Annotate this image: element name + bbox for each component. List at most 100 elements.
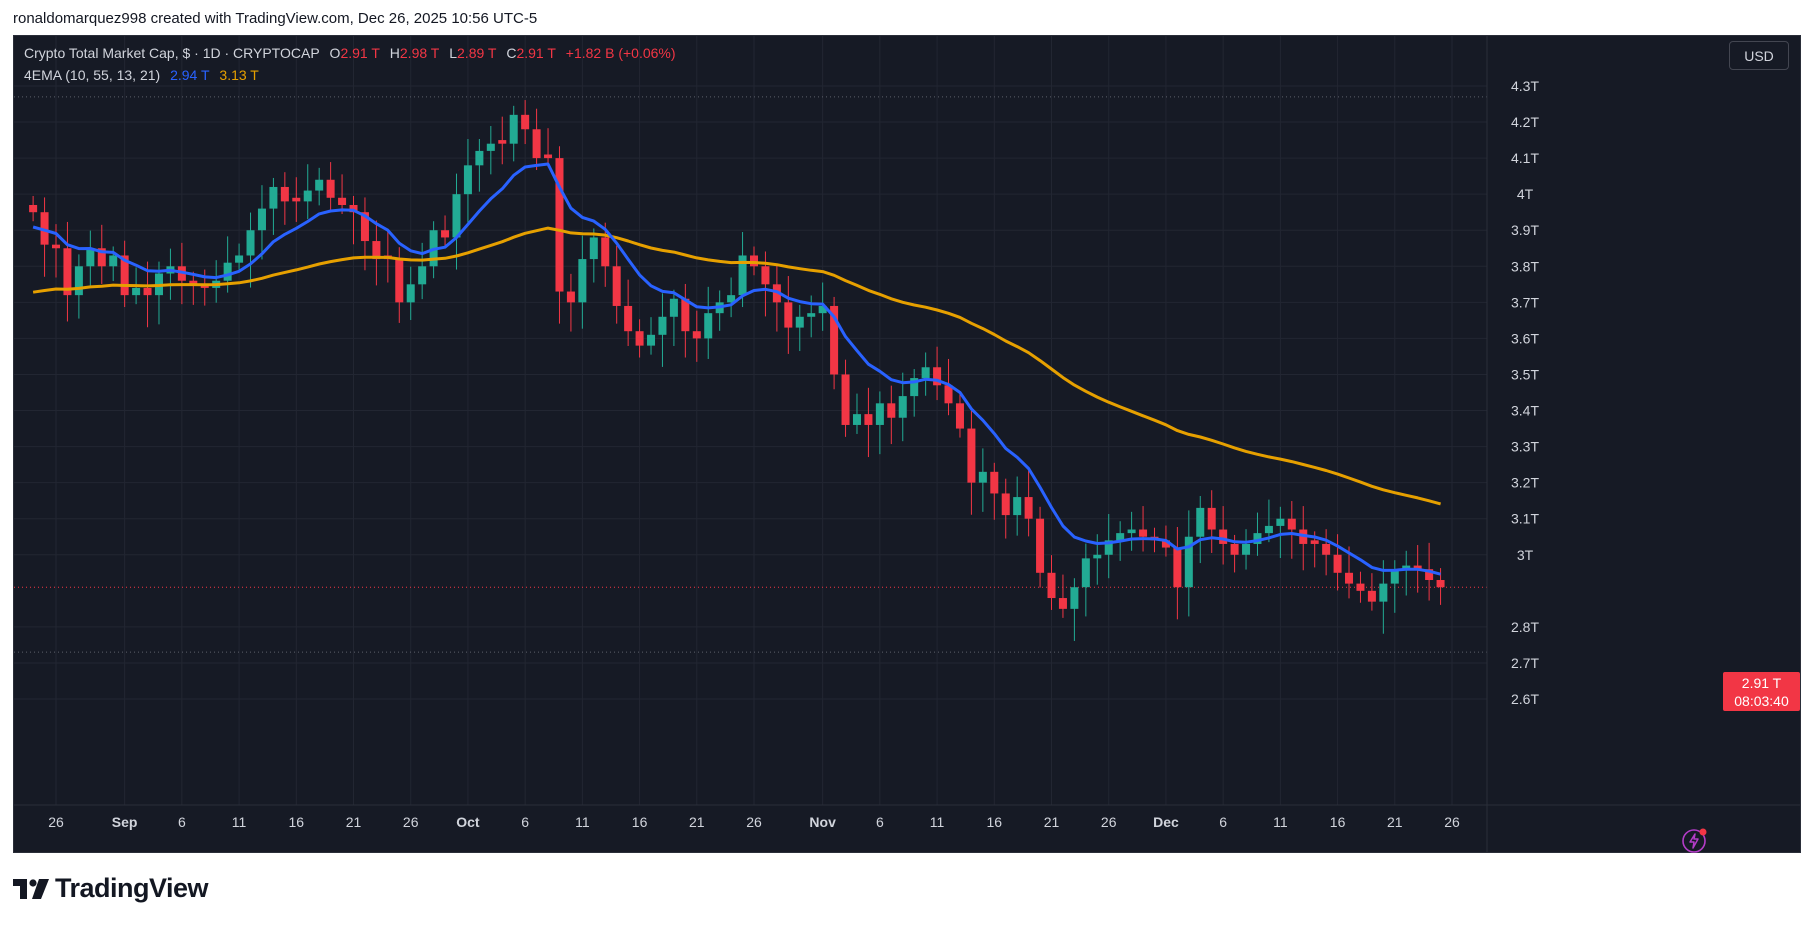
candle-body: [978, 471, 987, 483]
candle-body: [1402, 565, 1411, 570]
candle-body: [372, 241, 381, 260]
time-tick-label: Dec: [1153, 814, 1179, 830]
time-tick-label: 21: [346, 814, 362, 830]
candle-body: [1379, 583, 1388, 602]
candle-body: [669, 298, 678, 317]
price-tick-label: 3.2T: [1511, 475, 1539, 491]
candle-body: [955, 403, 964, 429]
time-tick-label: Sep: [112, 814, 138, 830]
time-tick-label: Nov: [809, 814, 836, 830]
candle-body: [795, 316, 804, 328]
candle-body: [1104, 540, 1113, 555]
indicator-legend[interactable]: 4EMA (10, 55, 13, 21) 2.94 T 3.13 T: [24, 67, 259, 83]
time-tick-label: 16: [289, 814, 305, 830]
candle-body: [830, 305, 839, 375]
time-tick-label: 6: [1219, 814, 1227, 830]
symbol-legend[interactable]: Crypto Total Market Cap, $ · 1D · CRYPTO…: [24, 45, 676, 61]
candle-body: [1253, 533, 1262, 544]
candle-body: [1173, 547, 1182, 588]
candle-body: [349, 204, 358, 213]
bar-countdown: 08:03:40: [1734, 693, 1789, 709]
candle-body: [910, 378, 919, 397]
candle-body: [1024, 497, 1033, 519]
candle-body: [74, 266, 83, 296]
candle-body: [29, 204, 38, 213]
candle-body: [944, 385, 953, 404]
price-tick-label: 2.8T: [1511, 619, 1539, 635]
time-tick-label: 16: [632, 814, 648, 830]
lightning-alert-icon[interactable]: [1680, 825, 1710, 855]
candle-body: [1413, 565, 1422, 570]
candle-body: [303, 190, 312, 202]
candle-body: [1425, 569, 1434, 581]
candle-body: [1196, 507, 1205, 537]
last-price-value: 2.91 T: [1741, 675, 1782, 691]
candle-body: [1276, 518, 1285, 526]
candle-body: [1001, 493, 1010, 516]
candle-body: [589, 237, 598, 260]
candle-body: [418, 266, 427, 285]
candle-body: [1345, 572, 1354, 584]
candle-body: [1058, 598, 1067, 609]
candle-body: [1207, 507, 1216, 530]
price-chart[interactable]: 2.6T 2.7T 2.8T 3T 3.1T 3.2T 3.3T 3.4T 3.5T 3.6T 3.…: [14, 36, 1800, 852]
candle-body: [326, 179, 335, 198]
candle-body: [1436, 580, 1445, 588]
close-label: C: [506, 45, 517, 61]
change-value: +1.82 B (+0.06%): [565, 45, 676, 61]
candle-body: [967, 428, 976, 483]
currency-button[interactable]: USD: [1729, 41, 1789, 70]
candle-body: [761, 266, 770, 285]
candle-body: [486, 143, 495, 151]
candle-body: [1047, 572, 1056, 599]
candle-body: [898, 396, 907, 418]
candle-body: [738, 255, 747, 296]
tradingview-logo[interactable]: TradingView: [13, 873, 209, 904]
candle-body: [51, 244, 61, 249]
candle-body: [921, 367, 930, 379]
time-tick-label: 6: [178, 814, 186, 830]
candle-body: [269, 186, 278, 209]
time-tick-label: 11: [1273, 814, 1288, 830]
candle-body: [1013, 497, 1022, 516]
time-tick-label: 11: [930, 814, 945, 830]
candle-body: [452, 194, 461, 238]
candle-body: [40, 212, 49, 245]
price-tick-label: 3T: [1517, 547, 1534, 563]
price-tick-label: 4.3T: [1511, 78, 1539, 94]
tradingview-logo-text: TradingView: [55, 873, 209, 903]
candle-body: [864, 414, 873, 425]
symbol-name[interactable]: Crypto Total Market Cap, $ · 1D · CRYPTO…: [24, 45, 320, 61]
price-tick-label: 3.5T: [1511, 366, 1539, 382]
candle-body: [246, 230, 255, 256]
chart-panel[interactable]: 2.6T 2.7T 2.8T 3T 3.1T 3.2T 3.3T 3.4T 3.5T 3.6T 3.…: [13, 35, 1801, 853]
time-tick-label: 26: [48, 814, 64, 830]
price-tick-label: 2.6T: [1511, 691, 1539, 707]
candle-body: [63, 248, 72, 296]
time-tick-label: 26: [1101, 814, 1117, 830]
time-tick-label: 21: [689, 814, 705, 830]
candle-body: [749, 255, 759, 267]
candle-body: [841, 374, 850, 425]
price-tick-label: 3.9T: [1511, 222, 1539, 238]
time-tick-label: 21: [1387, 814, 1403, 830]
price-tick-label: 2.7T: [1511, 655, 1539, 671]
time-tick-label: 26: [403, 814, 419, 830]
price-tick-label: 3.3T: [1511, 439, 1539, 455]
candle-body: [406, 284, 415, 303]
candle-body: [555, 158, 564, 292]
time-tick-label: 11: [232, 814, 247, 830]
time-tick-label: 6: [521, 814, 529, 830]
candle-body: [807, 313, 816, 317]
candle-body: [1139, 529, 1148, 537]
time-tick-label: 16: [987, 814, 1003, 830]
candle-body: [566, 291, 575, 303]
close-value: 2.91 T: [516, 45, 556, 61]
candle-body: [692, 331, 701, 339]
candle-body: [647, 334, 656, 346]
indicator-name[interactable]: 4EMA (10, 55, 13, 21): [24, 67, 161, 83]
candle-body: [223, 262, 232, 281]
candle-body: [818, 305, 827, 314]
candle-body: [1264, 525, 1273, 534]
candle-body: [635, 331, 644, 346]
